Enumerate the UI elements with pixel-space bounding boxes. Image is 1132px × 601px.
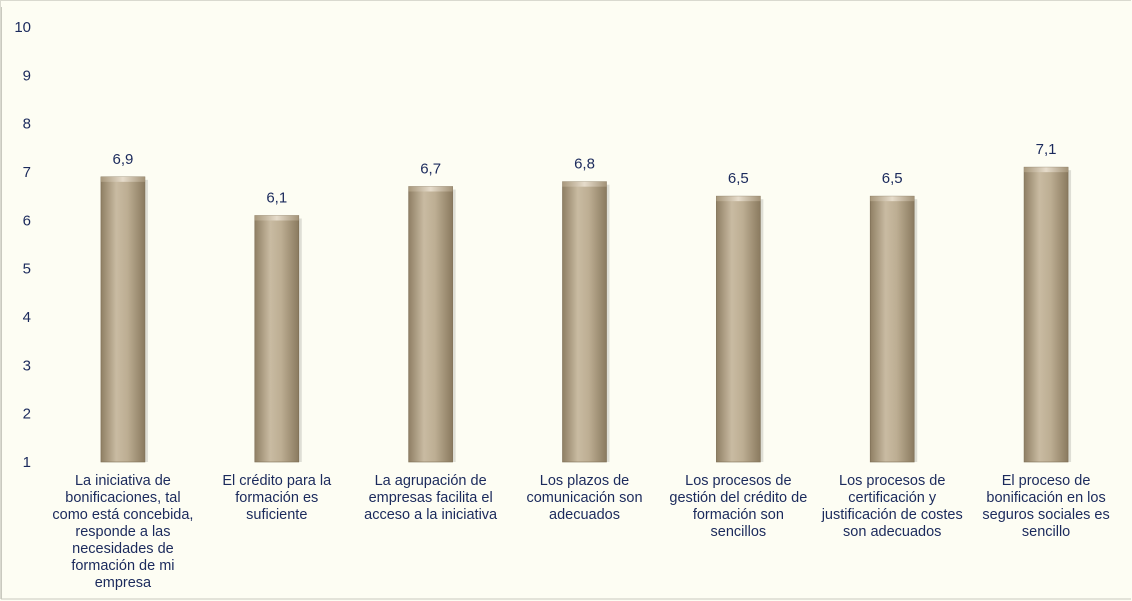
category-label: La iniciativa de bonificaciones, tal como … bbox=[52, 473, 193, 591]
bars bbox=[100, 166, 1072, 463]
category-label: Los plazos de comunicación son adecuados bbox=[526, 473, 642, 523]
bar-cap bbox=[562, 181, 607, 187]
category-label: Los procesos de gestión del crédito de for… bbox=[669, 473, 807, 540]
y-tick-label: 2 bbox=[23, 406, 31, 423]
category-labels: La iniciativa de bonificaciones, tal como … bbox=[52, 473, 1109, 591]
data-label: 6,8 bbox=[574, 156, 595, 173]
category-label: El proceso de bonificación en los seguros … bbox=[982, 473, 1109, 540]
category-label: La agrupación de empresas facilita el acce… bbox=[364, 473, 498, 523]
bar-body bbox=[254, 215, 300, 463]
y-tick-label: 1 bbox=[23, 454, 31, 471]
data-label: 6,7 bbox=[420, 161, 441, 178]
data-label: 7,1 bbox=[1036, 141, 1057, 158]
bar-cap bbox=[870, 196, 915, 202]
y-tick-label: 3 bbox=[23, 357, 31, 374]
data-label: 6,5 bbox=[728, 170, 749, 187]
y-tick-label: 8 bbox=[23, 116, 31, 133]
bar bbox=[254, 215, 302, 463]
bar-cap bbox=[1024, 167, 1069, 173]
bar bbox=[100, 176, 148, 463]
bar bbox=[1023, 166, 1072, 463]
bar bbox=[716, 195, 764, 463]
bar-body bbox=[869, 195, 915, 463]
y-tick-label: 7 bbox=[23, 164, 31, 181]
y-tick-label: 9 bbox=[23, 67, 31, 84]
data-label: 6,9 bbox=[112, 151, 133, 168]
bar-body bbox=[716, 195, 761, 463]
bar bbox=[408, 186, 456, 463]
bar-body bbox=[100, 176, 146, 463]
bar-cap bbox=[100, 176, 145, 182]
bar-body bbox=[408, 186, 453, 463]
data-label: 6,5 bbox=[882, 170, 903, 187]
category-label: El crédito para la formación es suficiente bbox=[222, 473, 332, 523]
bar-cap bbox=[408, 186, 453, 192]
data-labels: 6,9 6,1 6,7 6,8 6,5 6,5 7,1 bbox=[112, 141, 1056, 206]
bar-body bbox=[1023, 166, 1069, 463]
bar-cap bbox=[254, 215, 299, 221]
data-label: 6,1 bbox=[266, 190, 287, 207]
bar-cap bbox=[716, 196, 761, 202]
axes: 1 2 3 4 5 6 7 8 9 10 bbox=[1, 7, 1131, 600]
y-tick-label: 4 bbox=[23, 309, 31, 326]
y-tick-label: 5 bbox=[23, 261, 31, 278]
category-label: Los procesos de certificación y justificac… bbox=[821, 473, 963, 540]
bar bbox=[869, 195, 918, 463]
y-tick-label: 6 bbox=[23, 212, 31, 229]
y-tick-label: 10 bbox=[14, 19, 31, 36]
bar bbox=[562, 181, 610, 463]
bar-body bbox=[562, 181, 607, 463]
